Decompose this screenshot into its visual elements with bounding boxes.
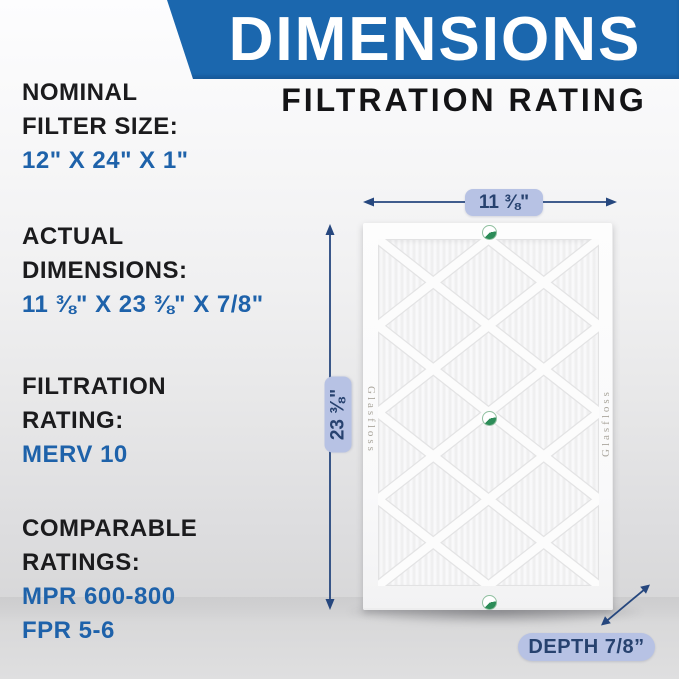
nominal-size-value: 12" X 24" X 1" xyxy=(22,147,189,174)
width-dimension-pill: 11 ⅜" xyxy=(465,189,543,216)
depth-dimension-pill: DEPTH 7/8” xyxy=(518,633,655,661)
brand-text-left: Glasfloss xyxy=(365,386,377,454)
filtration-label-line2: RATING: xyxy=(22,407,124,434)
page-title: DIMENSIONS xyxy=(228,5,642,74)
glasfloss-logo-icon xyxy=(482,595,497,610)
glasfloss-logo-icon xyxy=(482,225,497,240)
fpr-rating-value: FPR 5-6 xyxy=(22,617,115,644)
glasfloss-logo-icon xyxy=(482,411,497,426)
spec-actual-dimensions: ACTUAL DIMENSIONS: 11 ⅜" X 23 ⅜" X 7/8" xyxy=(22,220,264,322)
filter-cross-bracing xyxy=(378,239,599,586)
height-dimension-pill: 23 ⅜" xyxy=(324,376,352,453)
actual-dimensions-value: 11 ⅜" X 23 ⅜" X 7/8" xyxy=(22,291,264,318)
filtration-label-line1: FILTRATION xyxy=(22,373,167,400)
actual-label-line2: DIMENSIONS: xyxy=(22,257,188,284)
nominal-label-line2: FILTER SIZE: xyxy=(22,113,179,140)
comparable-label-line2: RATINGS: xyxy=(22,549,141,576)
title-banner xyxy=(167,0,679,79)
comparable-label-line1: COMPARABLE xyxy=(22,515,198,542)
spec-nominal-filter-size: NOMINAL FILTER SIZE: 12" X 24" X 1" xyxy=(22,76,189,178)
spec-comparable-ratings: COMPARABLE RATINGS: MPR 600-800 FPR 5-6 xyxy=(22,512,197,648)
mpr-rating-value: MPR 600-800 xyxy=(22,583,176,610)
brand-text-right: Glasfloss xyxy=(600,389,612,457)
nominal-label-line1: NOMINAL xyxy=(22,79,138,106)
spec-filtration-rating: FILTRATION RATING: MERV 10 xyxy=(22,370,166,472)
page-subtitle: FILTRATION RATING xyxy=(281,82,647,118)
actual-label-line1: ACTUAL xyxy=(22,223,124,250)
air-filter-image: Glasfloss Glasfloss xyxy=(363,223,613,610)
merv-rating-value: MERV 10 xyxy=(22,441,128,468)
